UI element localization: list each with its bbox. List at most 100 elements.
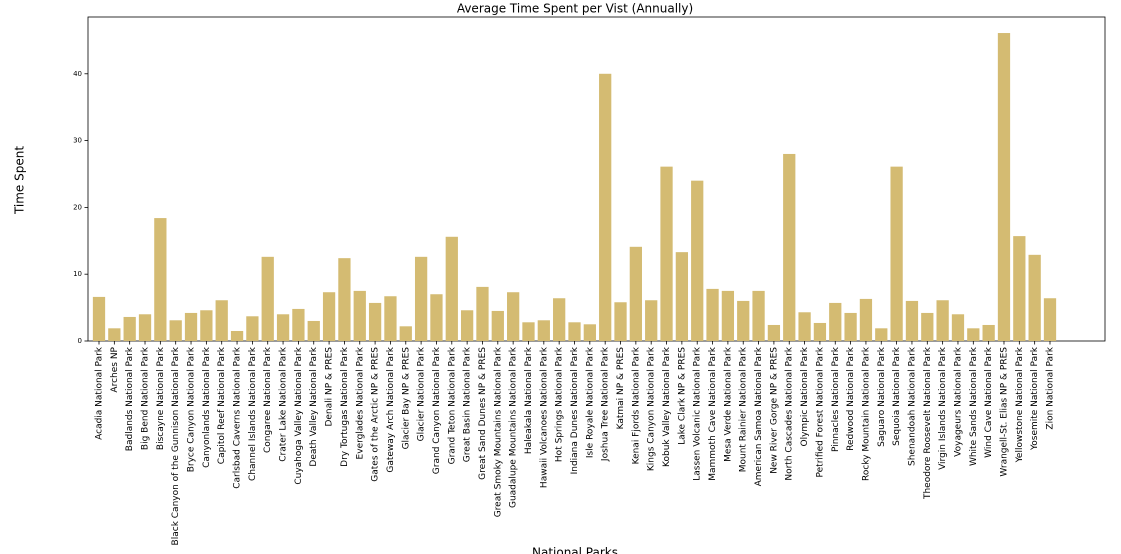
x-tick-label: Kings Canyon National Park xyxy=(647,346,657,471)
bar xyxy=(875,328,888,341)
x-tick-label: Hawaii Volcanoes National Park xyxy=(539,346,549,488)
x-tick-label: Channel Islands National Park xyxy=(248,346,258,481)
bar xyxy=(568,322,581,341)
bar xyxy=(737,300,750,341)
bar xyxy=(859,298,873,341)
x-tick-label: Redwood National Park xyxy=(846,346,856,451)
bar xyxy=(813,322,827,341)
bar xyxy=(706,288,719,341)
x-tick-label: Guadalupe Mountains National Park xyxy=(509,346,519,508)
x-tick-label: North Cascades National Park xyxy=(785,346,795,480)
bar xyxy=(752,290,765,341)
bar xyxy=(982,324,995,341)
x-tick-label: Virgin Islands National Park xyxy=(938,346,948,470)
bar xyxy=(660,166,673,341)
x-tick-label: Glacier Bay NP & PRES xyxy=(401,347,411,450)
x-tick-label: Zion National Park xyxy=(1046,346,1056,429)
bar xyxy=(844,312,857,341)
x-tick-label: Petrified Forest National Park xyxy=(815,346,825,477)
bar xyxy=(384,296,397,341)
x-tick-label: Hot Springs National Park xyxy=(555,346,565,462)
bar xyxy=(445,236,458,341)
x-tick-label: Sequoia National Park xyxy=(892,346,902,446)
bar xyxy=(997,33,1011,341)
bar xyxy=(123,316,136,341)
bar xyxy=(522,322,535,341)
x-tick-label: Badlands National Park xyxy=(125,346,135,451)
y-tick-label: 30 xyxy=(73,137,82,145)
bar xyxy=(721,290,735,341)
bar xyxy=(230,330,244,341)
bar xyxy=(169,320,182,341)
x-tick-label: Mesa Verde National Park xyxy=(723,346,733,462)
x-tick-label: Haleakala National Park xyxy=(524,346,534,454)
y-tick-label: 0 xyxy=(78,337,82,345)
bar xyxy=(890,166,903,341)
bar xyxy=(292,308,305,341)
x-tick-label: Voyageurs National Park xyxy=(953,346,963,457)
x-tick-label: Arches NP xyxy=(110,346,120,392)
bar xyxy=(430,294,443,341)
bar xyxy=(154,218,167,341)
bar xyxy=(951,314,965,341)
x-tick-label: Crater Lake National Park xyxy=(279,346,289,462)
bar xyxy=(1013,236,1026,341)
x-tick-label: Gates of the Arctic NP & PRES xyxy=(371,347,381,482)
x-tick-label: Shenandoah National Park xyxy=(907,346,917,466)
x-tick-label: Katmai NP & PRES xyxy=(616,347,626,430)
bar xyxy=(921,312,934,341)
bar xyxy=(798,312,811,341)
x-tick-label: Great Sand Dunes NP & PRES xyxy=(478,347,488,480)
y-tick-label: 40 xyxy=(73,70,82,78)
bar xyxy=(338,258,351,341)
x-tick-label: Dry Tortugas National Park xyxy=(340,346,350,467)
x-tick-label: Mount Rainier National Park xyxy=(739,346,749,472)
x-tick-label: Acadia National Park xyxy=(95,346,105,440)
x-tick-label: Everglades National Park xyxy=(355,346,365,459)
x-tick-label: Great Basin National Park xyxy=(463,346,473,462)
x-tick-label: Glacier National Park xyxy=(417,346,427,441)
x-tick-label: Wind Cave National Park xyxy=(984,346,994,458)
bar xyxy=(829,302,842,341)
bar xyxy=(645,300,658,341)
x-tick-label: Indiana Dunes National Park xyxy=(570,346,580,474)
x-tick-label: Wrangell-St. Elias NP & PRES xyxy=(999,347,1009,477)
x-tick-label: Bryce Canyon National Park xyxy=(187,346,197,472)
bar xyxy=(491,310,504,341)
x-tick-label: Yellowstone National Park xyxy=(1015,346,1025,463)
bar xyxy=(1043,298,1057,341)
bar xyxy=(507,292,520,341)
x-tick-label: Biscayne National Park xyxy=(156,346,166,450)
bar xyxy=(460,310,474,341)
bar xyxy=(246,316,259,341)
bar xyxy=(691,180,704,341)
x-tick-label: Carlsbad Caverns National Park xyxy=(233,346,243,489)
bar xyxy=(399,326,412,341)
x-tick-label: Lassen Volcanic National Park xyxy=(693,346,703,481)
x-tick-label: Yosemite National Park xyxy=(1030,346,1040,451)
bar xyxy=(138,314,152,341)
bar xyxy=(767,324,781,341)
x-tick-label: Congaree National Park xyxy=(263,346,273,453)
x-tick-label: Olympic National Park xyxy=(800,346,810,446)
bar xyxy=(583,324,596,341)
bar xyxy=(783,153,796,341)
bar xyxy=(553,298,566,341)
x-tick-label: Grand Canyon National Park xyxy=(432,346,442,474)
bar xyxy=(614,302,627,341)
x-tick-label: Isle Royale National Park xyxy=(585,346,595,458)
x-tick-label: Pinnacles National Park xyxy=(831,346,841,452)
bar xyxy=(476,286,489,341)
bar xyxy=(92,296,106,341)
x-tick-label: Great Smoky Mountains National Park xyxy=(493,346,503,517)
bar xyxy=(414,256,428,341)
bar xyxy=(353,290,366,341)
x-axis-label: National Parks xyxy=(532,546,618,554)
bar xyxy=(629,246,642,341)
x-tick-label: Mammoth Cave National Park xyxy=(708,346,718,481)
y-axis-label: Time Spent xyxy=(13,146,27,215)
bar xyxy=(368,302,382,341)
bar xyxy=(307,320,320,341)
bar xyxy=(1028,254,1041,341)
